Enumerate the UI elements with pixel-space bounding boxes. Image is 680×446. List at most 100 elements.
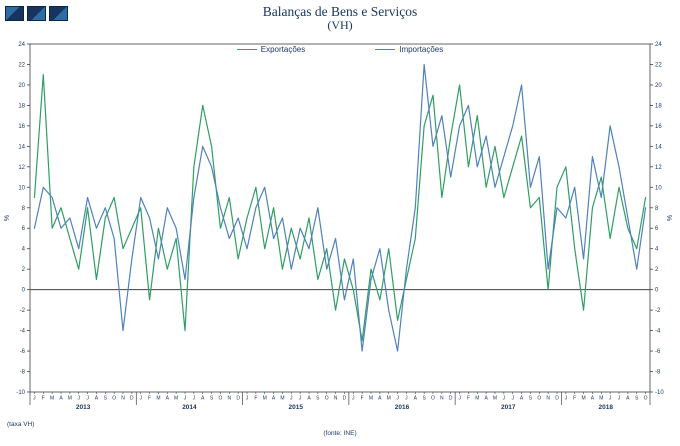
footnote-left: (taxa VH): [7, 421, 35, 428]
svg-text:2: 2: [655, 267, 659, 273]
svg-text:2: 2: [22, 267, 26, 273]
importacoes-line-swatch: [375, 49, 396, 50]
svg-text:A: A: [307, 396, 311, 402]
svg-text:O: O: [218, 396, 222, 402]
legend-label-exportacoes: Exportações: [260, 45, 306, 54]
svg-text:M: M: [493, 396, 497, 402]
svg-text:24: 24: [18, 42, 25, 48]
svg-text:6: 6: [22, 226, 26, 232]
svg-text:J: J: [618, 396, 621, 402]
svg-text:-10: -10: [655, 390, 664, 396]
svg-text:S: S: [316, 396, 320, 402]
svg-text:J: J: [184, 396, 187, 402]
svg-text:J: J: [193, 396, 196, 402]
svg-text:M: M: [68, 396, 72, 402]
svg-text:-4: -4: [20, 329, 26, 335]
svg-text:A: A: [378, 396, 382, 402]
svg-text:N: N: [121, 396, 125, 402]
svg-text:A: A: [272, 396, 276, 402]
svg-text:D: D: [130, 396, 134, 402]
svg-text:J: J: [458, 396, 461, 402]
svg-text:N: N: [227, 396, 231, 402]
svg-text:10: 10: [655, 185, 662, 191]
chart-legend: Exportações Importações: [0, 45, 680, 54]
svg-text:M: M: [174, 396, 178, 402]
svg-text:F: F: [42, 396, 45, 402]
svg-text:12: 12: [655, 165, 662, 171]
svg-text:S: S: [104, 396, 108, 402]
exportacoes-line-swatch: [236, 49, 257, 50]
svg-text:J: J: [565, 396, 568, 402]
svg-text:J: J: [139, 396, 142, 402]
svg-text:-8: -8: [20, 370, 26, 376]
svg-text:O: O: [325, 396, 329, 402]
svg-text:S: S: [422, 396, 426, 402]
svg-text:M: M: [387, 396, 391, 402]
svg-text:A: A: [95, 396, 99, 402]
svg-text:A: A: [59, 396, 63, 402]
svg-text:M: M: [599, 396, 603, 402]
svg-text:D: D: [343, 396, 347, 402]
svg-text:N: N: [334, 396, 338, 402]
svg-text:S: S: [210, 396, 214, 402]
svg-text:D: D: [555, 396, 559, 402]
svg-text:2013: 2013: [76, 404, 91, 411]
svg-text:16: 16: [655, 124, 662, 130]
svg-text:2017: 2017: [501, 404, 516, 411]
svg-text:J: J: [77, 396, 80, 402]
svg-text:D: D: [236, 396, 240, 402]
svg-text:A: A: [484, 396, 488, 402]
svg-text:14: 14: [18, 144, 25, 150]
svg-text:O: O: [431, 396, 435, 402]
svg-text:A: A: [201, 396, 205, 402]
svg-text:-2: -2: [655, 308, 661, 314]
svg-text:A: A: [166, 396, 170, 402]
svg-text:A: A: [414, 396, 418, 402]
logo-square-1: [5, 6, 24, 21]
svg-text:N: N: [546, 396, 550, 402]
svg-text:16: 16: [18, 124, 25, 130]
svg-text:F: F: [361, 396, 364, 402]
logo-square-3: [49, 6, 68, 21]
footnote-source: (fonte: INE): [323, 430, 357, 437]
svg-text:-6: -6: [655, 349, 661, 355]
chart-subtitle: (VH): [327, 18, 353, 32]
legend-item-importacoes: Importações: [375, 45, 443, 54]
svg-text:%: %: [4, 215, 11, 221]
svg-text:-10: -10: [16, 390, 25, 396]
svg-text:4: 4: [655, 247, 659, 253]
svg-text:2018: 2018: [598, 404, 613, 411]
svg-text:O: O: [537, 396, 541, 402]
svg-text:2016: 2016: [395, 404, 410, 411]
svg-text:O: O: [644, 396, 648, 402]
title-block: Balanças de Bens e Serviços (VH): [0, 4, 680, 32]
svg-text:10: 10: [18, 185, 25, 191]
svg-text:18: 18: [655, 103, 662, 109]
svg-text:A: A: [591, 396, 595, 402]
svg-text:J: J: [396, 396, 399, 402]
svg-text:M: M: [263, 396, 267, 402]
svg-text:M: M: [156, 396, 160, 402]
svg-text:M: M: [581, 396, 585, 402]
svg-text:J: J: [246, 396, 249, 402]
svg-text:22: 22: [655, 62, 662, 68]
svg-text:J: J: [609, 396, 612, 402]
svg-text:20: 20: [655, 83, 662, 89]
svg-text:J: J: [86, 396, 89, 402]
svg-text:4: 4: [22, 247, 26, 253]
svg-text:F: F: [467, 396, 470, 402]
svg-text:F: F: [254, 396, 257, 402]
legend-item-exportacoes: Exportações: [236, 45, 306, 54]
svg-text:-4: -4: [655, 329, 661, 335]
svg-text:J: J: [290, 396, 293, 402]
svg-text:12: 12: [18, 165, 25, 171]
svg-text:D: D: [449, 396, 453, 402]
svg-text:6: 6: [655, 226, 659, 232]
svg-text:N: N: [440, 396, 444, 402]
svg-text:A: A: [520, 396, 524, 402]
svg-text:A: A: [626, 396, 630, 402]
svg-text:J: J: [405, 396, 408, 402]
svg-text:O: O: [112, 396, 116, 402]
